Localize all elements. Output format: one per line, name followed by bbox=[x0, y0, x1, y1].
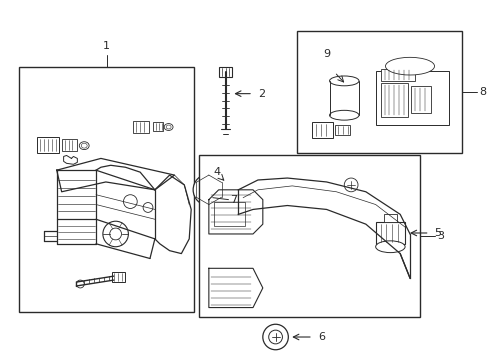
Bar bbox=[153, 122, 163, 131]
Bar bbox=[37, 137, 59, 153]
Ellipse shape bbox=[329, 76, 358, 86]
Bar bbox=[297, 31, 461, 153]
Bar bbox=[199, 156, 419, 318]
Circle shape bbox=[344, 178, 357, 192]
Ellipse shape bbox=[81, 143, 87, 148]
Circle shape bbox=[193, 174, 224, 206]
Text: 5: 5 bbox=[434, 228, 441, 238]
Bar bbox=[311, 122, 333, 138]
Text: 2: 2 bbox=[257, 89, 264, 99]
Bar bbox=[380, 83, 407, 117]
Text: 6: 6 bbox=[317, 332, 324, 342]
Bar bbox=[380, 69, 414, 81]
Bar bbox=[375, 71, 448, 125]
Circle shape bbox=[102, 221, 128, 247]
Circle shape bbox=[109, 228, 121, 240]
Ellipse shape bbox=[375, 241, 404, 253]
Bar bbox=[218, 67, 232, 77]
Text: 4: 4 bbox=[213, 167, 220, 177]
Bar bbox=[335, 125, 349, 135]
Bar bbox=[133, 121, 149, 133]
Circle shape bbox=[203, 168, 213, 178]
Text: 7: 7 bbox=[230, 195, 237, 204]
Ellipse shape bbox=[385, 57, 434, 75]
Ellipse shape bbox=[329, 110, 358, 120]
Text: 1: 1 bbox=[103, 41, 110, 51]
Ellipse shape bbox=[164, 123, 173, 130]
Bar bbox=[20, 67, 194, 312]
Text: 8: 8 bbox=[479, 87, 486, 97]
Text: 3: 3 bbox=[437, 231, 444, 242]
Ellipse shape bbox=[166, 125, 171, 129]
Bar bbox=[61, 139, 77, 150]
Circle shape bbox=[143, 203, 153, 212]
Text: 9: 9 bbox=[323, 49, 329, 59]
Bar bbox=[410, 86, 430, 113]
Circle shape bbox=[200, 181, 217, 199]
Bar bbox=[111, 272, 125, 282]
Circle shape bbox=[123, 195, 137, 208]
Ellipse shape bbox=[79, 142, 89, 149]
Circle shape bbox=[268, 330, 282, 344]
Bar bbox=[383, 214, 396, 222]
Circle shape bbox=[262, 324, 288, 350]
Bar bbox=[213, 202, 244, 226]
Bar bbox=[375, 222, 404, 244]
Circle shape bbox=[76, 280, 84, 288]
